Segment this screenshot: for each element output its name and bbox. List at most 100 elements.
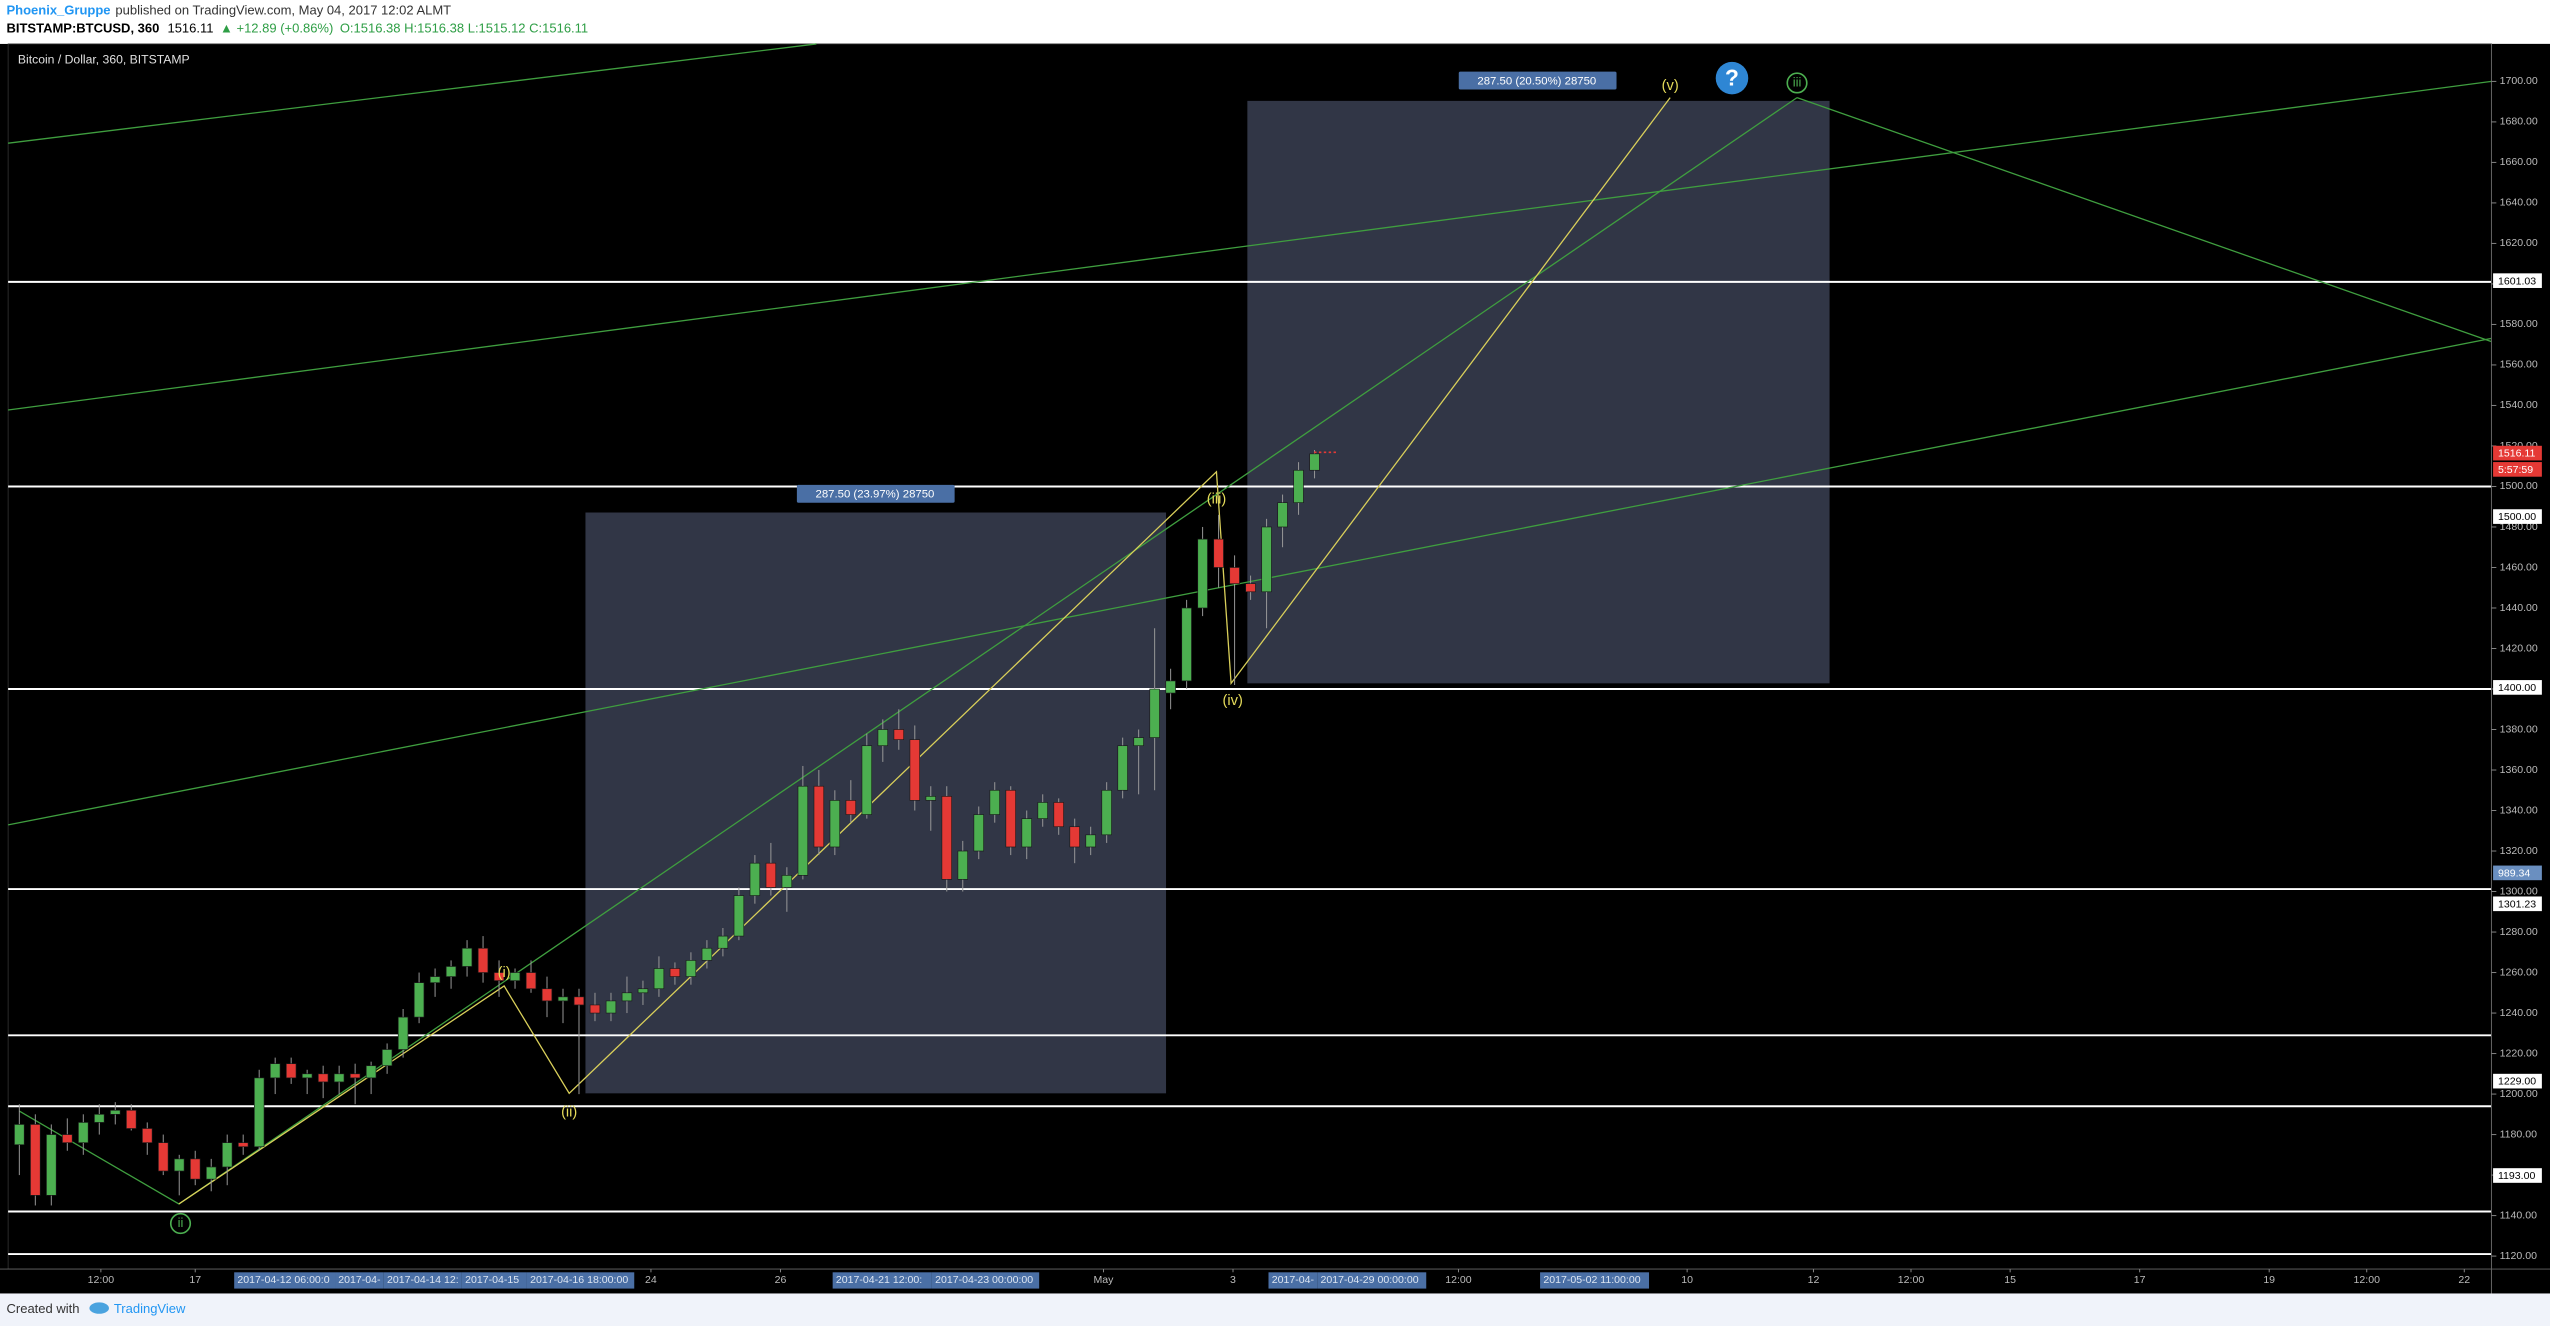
candle-body	[973, 814, 984, 852]
symbol: BITSTAMP:BTCUSD, 360	[7, 21, 160, 36]
y-tick-label: 1580.00	[2500, 318, 2538, 330]
candle-body	[317, 1073, 329, 1083]
candle-body	[1117, 745, 1128, 791]
footer-brand[interactable]: TradingView	[114, 1301, 186, 1316]
candle-body	[621, 992, 633, 1002]
x-tick-label: 12:00	[2354, 1274, 2381, 1286]
question-circle	[1715, 61, 1749, 95]
y-tick-label: 1180.00	[2500, 1128, 2538, 1140]
author[interactable]: Phoenix_Gruppe	[7, 3, 111, 18]
candle-body	[765, 862, 777, 888]
wave-label: (i)	[498, 965, 511, 981]
y-tick-label: 1620.00	[2500, 237, 2538, 249]
range-label: 2017-04-	[1272, 1274, 1315, 1286]
price-label-bg	[2493, 273, 2542, 288]
levels	[8, 280, 2492, 1256]
candle-body	[190, 1158, 201, 1180]
candle-body	[1277, 502, 1288, 528]
measure-label: 287.50 (23.97%) 28750	[815, 489, 934, 501]
y-tick-label: 1440.00	[2500, 602, 2538, 614]
candle-body	[142, 1128, 153, 1143]
wave-label: (iv)	[1223, 693, 1243, 709]
candle-body	[1037, 802, 1048, 819]
candle-body	[1133, 737, 1144, 747]
y-tick-label: 1360.00	[2500, 764, 2538, 776]
candle-body	[413, 982, 425, 1018]
candle-body	[333, 1073, 345, 1083]
measure-label-bg	[1458, 71, 1617, 90]
range-label: 2017-04-12 06:00:0	[237, 1274, 329, 1286]
x-tick-label: 17	[189, 1274, 201, 1286]
y-tick-label: 1220.00	[2500, 1047, 2538, 1059]
candle-body	[1181, 607, 1192, 682]
y-tick-label: 1380.00	[2500, 723, 2538, 735]
y-tick-label: 1240.00	[2500, 1007, 2538, 1019]
header-bg	[0, 0, 2550, 44]
candle-body	[14, 1124, 25, 1146]
range-label-bg	[1540, 1272, 1650, 1289]
range-label: 2017-04-15	[465, 1274, 519, 1286]
candle-body	[158, 1142, 169, 1172]
wave-label: (v)	[1662, 78, 1679, 94]
candle-body	[349, 1073, 361, 1079]
range-label-bg	[1268, 1272, 1318, 1289]
annotations: 287.50 (23.97%) 28750 287.50 (20.50%) 28…	[169, 61, 1808, 1235]
range-label-bg	[461, 1272, 527, 1289]
y-tick-label: 1420.00	[2500, 642, 2538, 654]
candle-body	[78, 1122, 89, 1143]
ohlc: O:1516.38 H:1516.38 L:1515.12 C:1516.11	[340, 21, 588, 36]
candle-body	[126, 1109, 137, 1129]
wave-circle	[169, 1212, 192, 1235]
price-label: 989.34	[2498, 867, 2530, 879]
candle-body	[509, 972, 521, 981]
y-tick-label: 1280.00	[2500, 926, 2538, 938]
range-label: 2017-04-23 00:00:00	[935, 1274, 1033, 1286]
y-tick-label: 1460.00	[2500, 561, 2538, 573]
plot	[7, 43, 2492, 1270]
candle-body	[301, 1073, 313, 1079]
candle-body	[206, 1166, 217, 1180]
y-tick-label: 1680.00	[2500, 116, 2538, 128]
candle-body	[557, 996, 569, 1002]
candle-body	[861, 745, 873, 815]
brand-icon	[89, 1302, 109, 1314]
range-label: 2017-04-16 18:00:00	[530, 1274, 628, 1286]
x-tick-label: 12:00	[1898, 1274, 1925, 1286]
range-label: 2017-04-	[338, 1274, 381, 1286]
candle-body	[1053, 802, 1064, 828]
candle-body	[1213, 538, 1224, 568]
candle-body	[1165, 680, 1176, 694]
range-label: 2017-04-14 12:	[387, 1274, 459, 1286]
candle-body	[701, 947, 713, 961]
wave-label: (iii)	[1207, 491, 1226, 507]
y-tick-label: 1560.00	[2500, 359, 2538, 371]
candle-body	[1245, 583, 1256, 593]
price-label-bg	[2493, 1073, 2542, 1089]
price-labels: 1601.03 1516.11 5:57:59 1500.00 989.34 1…	[2493, 273, 2542, 1183]
price-label: 1500.00	[2498, 511, 2536, 523]
symbol-line: BITSTAMP:BTCUSD, 360 1516.11 ▲ +12.89 (+0.…	[7, 21, 589, 36]
drawings	[8, 43, 2492, 1205]
candle-body	[669, 968, 681, 977]
candle-body	[813, 785, 825, 848]
range-label-bg	[526, 1272, 635, 1289]
candle-body	[253, 1077, 265, 1148]
x-tick-label: 12:00	[88, 1274, 115, 1286]
question-mark: ?	[1725, 65, 1739, 91]
price-label-bg	[2493, 462, 2542, 477]
y-tick-label: 1340.00	[2500, 804, 2538, 816]
candle-body	[110, 1109, 121, 1115]
y-tick-label: 1540.00	[2500, 399, 2538, 411]
y-tick-label: 1300.00	[2500, 885, 2538, 897]
measure-label-bg	[796, 484, 955, 503]
candle-body	[829, 800, 841, 848]
y-tick-label: 1260.00	[2500, 966, 2538, 978]
x-tick-label: 12	[1808, 1274, 1820, 1286]
x-tick-label: 26	[775, 1274, 787, 1286]
candle-body	[365, 1065, 377, 1079]
y-tick-label: 1200.00	[2500, 1088, 2538, 1100]
candle-body	[941, 796, 952, 880]
y-tick-label: 1640.00	[2500, 197, 2538, 209]
price-label-bg	[2493, 1168, 2542, 1183]
